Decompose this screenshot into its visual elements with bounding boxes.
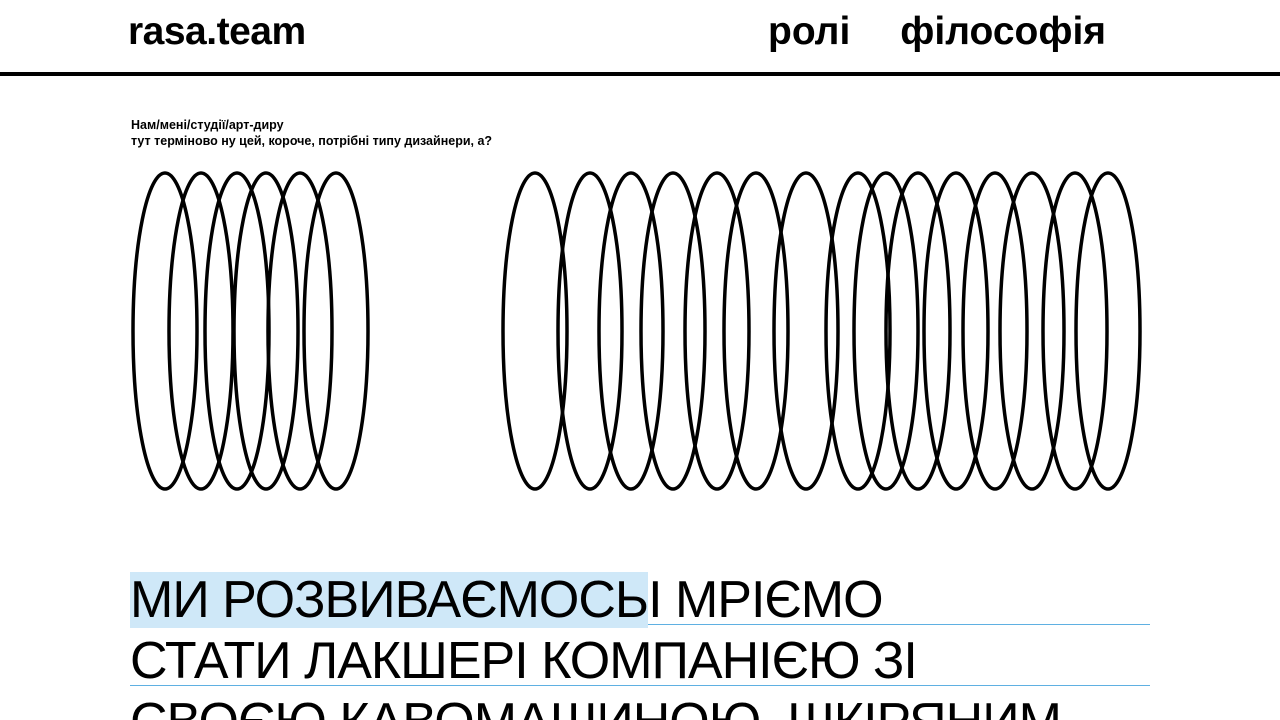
right-ring-13 bbox=[998, 171, 1066, 491]
left-ring-1 bbox=[131, 171, 199, 491]
right-ring-12 bbox=[961, 171, 1029, 491]
nav-item-philosophy[interactable]: філософія bbox=[900, 10, 1107, 53]
tagline: Нам/мені/студії/арт-диру тут терміново н… bbox=[131, 117, 492, 149]
right-ring-2 bbox=[556, 171, 624, 491]
tagline-line-1: Нам/мені/студії/арт-диру bbox=[131, 118, 284, 132]
manifesto-line-1-rest: І МРІЄМО bbox=[648, 571, 883, 629]
manifesto-highlight: МИ РОЗВИВАЄМОСЬ bbox=[130, 571, 649, 629]
tagline-line-2: тут терміново ну цей, короче, потрібні т… bbox=[131, 134, 493, 148]
left-ring-2 bbox=[167, 171, 235, 491]
site-header: rasa.team ролі філософія bbox=[0, 0, 1280, 76]
right-ring-11 bbox=[922, 171, 990, 491]
right-ring-15 bbox=[1074, 171, 1142, 491]
left-ring-3 bbox=[203, 171, 271, 491]
right-ring-3 bbox=[597, 171, 665, 491]
main-nav: ролі філософія bbox=[768, 8, 1106, 56]
right-ring-10 bbox=[884, 171, 952, 491]
right-ring-7 bbox=[772, 171, 840, 491]
site-logo[interactable]: rasa.team bbox=[128, 10, 306, 53]
right-ring-5 bbox=[683, 171, 751, 491]
right-ring-8 bbox=[824, 171, 892, 491]
left-ring-6 bbox=[302, 171, 370, 491]
manifesto-line-2-text: СТАТИ ЛАКШЕРІ КОМПАНІЄЮ ЗІ bbox=[130, 632, 918, 690]
manifesto-line-3: СВОЄЮ КАВОМАШИНОЮ, ШКІРЯНИМ bbox=[130, 694, 1150, 720]
left-ring-5 bbox=[266, 171, 334, 491]
right-ring-9 bbox=[852, 171, 920, 491]
left-ring-4 bbox=[232, 171, 300, 491]
right-ring-6 bbox=[722, 171, 790, 491]
right-ring-1 bbox=[501, 171, 569, 491]
nav-item-roles[interactable]: ролі bbox=[768, 10, 851, 53]
ring-group-left bbox=[131, 171, 370, 491]
right-ring-14 bbox=[1041, 171, 1109, 491]
manifesto-line-1: МИ РОЗВИВАЄМОСЬ І МРІЄМО bbox=[130, 571, 1150, 629]
ring-group-right bbox=[501, 171, 1142, 491]
manifesto-line-3-text: СВОЄЮ КАВОМАШИНОЮ, ШКІРЯНИМ bbox=[130, 694, 1062, 720]
manifesto-line-2: СТАТИ ЛАКШЕРІ КОМПАНІЄЮ ЗІ bbox=[130, 632, 1150, 690]
manifesto: МИ РОЗВИВАЄМОСЬ І МРІЄМО СТАТИ ЛАКШЕРІ К… bbox=[130, 572, 1150, 720]
right-ring-4 bbox=[639, 171, 707, 491]
